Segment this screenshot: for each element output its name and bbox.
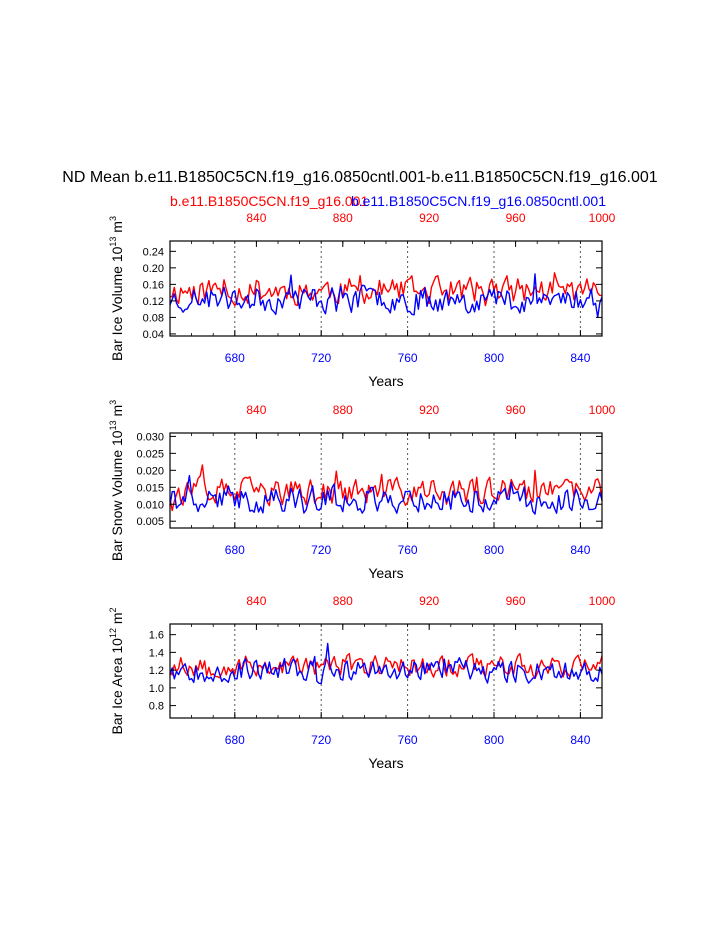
x-axis-title: Years: [368, 373, 403, 389]
x-tick-label-bottom: 760: [398, 543, 418, 557]
y-tick-label: 0.015: [136, 482, 164, 494]
x-tick-label-bottom: 800: [484, 733, 504, 747]
x-tick-label-bottom: 680: [225, 733, 245, 747]
x-tick-label-bottom: 680: [225, 351, 245, 365]
x-tick-label-bottom: 760: [398, 351, 418, 365]
y-tick-label: 0.12: [143, 296, 164, 308]
panels-group: 680 720 760 800 840 840 880 920 960 1000 0.04 0.08 0…: [108, 211, 616, 771]
y-tick-label: 0.08: [143, 312, 164, 324]
series-line-blue: [169, 642, 603, 685]
x-tick-label-bottom: 720: [311, 543, 331, 557]
x-axis-title: Years: [368, 565, 403, 581]
x-tick-label-top: 840: [246, 211, 266, 225]
x-tick-label-top: 1000: [589, 594, 616, 608]
figure-title: ND Mean b.e11.B1850C5CN.f19_g16.0850cntl…: [62, 169, 657, 186]
x-tick-label-bottom: 840: [570, 351, 590, 365]
x-tick-label-top: 1000: [589, 211, 616, 225]
y-tick-label: 0.020: [136, 465, 164, 477]
y-axis-title: Bar Ice Area 1012 m2: [108, 607, 125, 734]
y-tick-label: 0.04: [143, 329, 164, 341]
y-axis-title: Bar Snow Volume 1013 m3: [108, 400, 125, 561]
x-tick-label-bottom: 720: [311, 351, 331, 365]
x-tick-label-top: 920: [419, 211, 439, 225]
x-tick-label-top: 960: [506, 211, 526, 225]
y-tick-label: 0.16: [143, 279, 164, 291]
x-tick-label-top: 920: [419, 594, 439, 608]
x-tick-label-bottom: 720: [311, 733, 331, 747]
x-tick-label-bottom: 840: [570, 733, 590, 747]
x-axis-title: Years: [368, 755, 403, 771]
y-tick-label: 0.030: [136, 431, 164, 443]
y-tick-label: 1.6: [149, 630, 164, 642]
x-tick-label-top: 840: [246, 403, 266, 417]
series-line-red: [169, 464, 603, 512]
panel-bar-ice-volume: 680 720 760 800 840 840 880 920 960 1000 0.04 0.08 0…: [108, 211, 616, 389]
x-tick-label-bottom: 760: [398, 733, 418, 747]
x-tick-label-top: 840: [246, 594, 266, 608]
x-tick-label-top: 880: [333, 211, 353, 225]
panel-bar-ice-area: 680 720 760 800 840 840 880 920 960 1000 0.8 1.0 1.2…: [108, 594, 616, 771]
x-tick-label-top: 960: [506, 403, 526, 417]
y-tick-label: 0.005: [136, 516, 164, 528]
x-tick-label-top: 920: [419, 403, 439, 417]
y-tick-label: 0.8: [149, 701, 164, 713]
y-axis-title: Bar Ice Volume 1013 m3: [108, 216, 125, 361]
x-tick-label-top: 880: [333, 594, 353, 608]
panel-bar-snow-volume: 680 720 760 800 840 840 880 920 960 1000 0.005 0.01…: [108, 400, 616, 581]
y-tick-label: 1.2: [149, 665, 164, 677]
legend-left-label: b.e11.B1850C5CN.f19_g16.001: [170, 193, 368, 209]
series-line-red: [169, 272, 602, 307]
series-line-blue: [169, 474, 603, 515]
y-tick-label: 0.20: [143, 263, 164, 275]
x-tick-label-top: 1000: [589, 403, 616, 417]
x-tick-label-bottom: 800: [484, 351, 504, 365]
x-tick-label-bottom: 680: [225, 543, 245, 557]
y-tick-label: 0.025: [136, 448, 164, 460]
x-tick-label-top: 960: [506, 594, 526, 608]
y-tick-label: 0.24: [143, 246, 164, 258]
x-tick-label-bottom: 840: [570, 543, 590, 557]
y-tick-label: 1.0: [149, 683, 164, 695]
legend-right-label: b.e11.B1850C5CN.f19_g16.0850cntl.001: [351, 193, 606, 209]
x-tick-label-top: 880: [333, 403, 353, 417]
series-line-blue: [169, 273, 603, 319]
x-tick-label-bottom: 800: [484, 543, 504, 557]
y-tick-label: 0.010: [136, 499, 164, 511]
y-tick-label: 1.4: [149, 647, 164, 659]
